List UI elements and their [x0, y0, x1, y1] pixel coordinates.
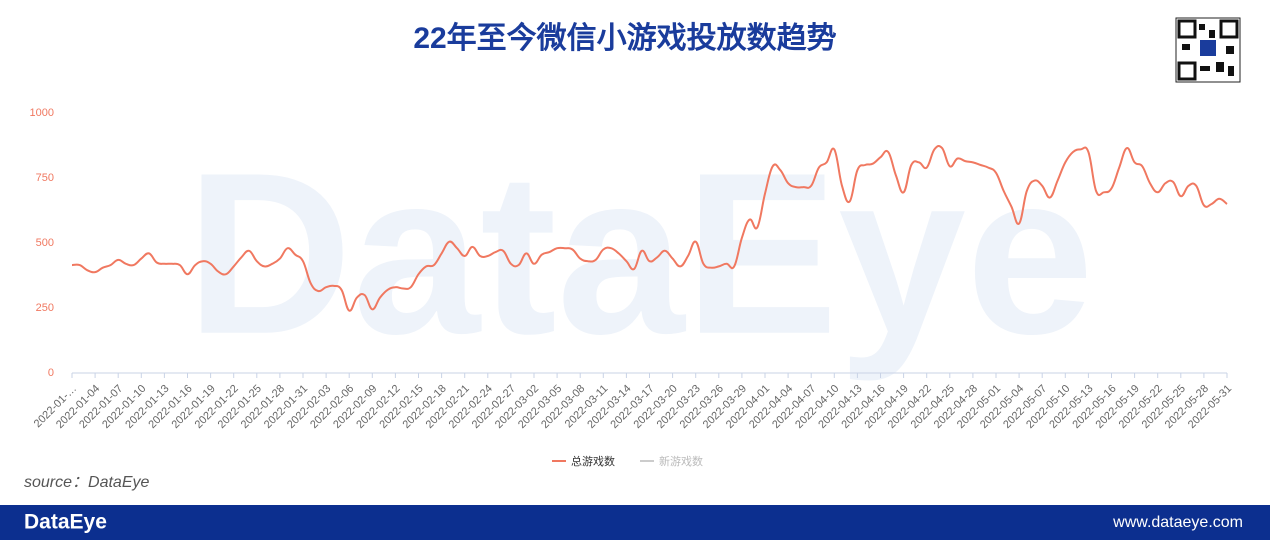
- y-tick-label: 500: [36, 237, 54, 249]
- footer-bar: [0, 505, 1270, 540]
- legend-label: 总游戏数: [571, 454, 615, 468]
- source: source：DataEye: [24, 474, 149, 491]
- footer-url: www.dataeye.com: [1112, 514, 1243, 531]
- y-tick-label: 750: [36, 172, 54, 184]
- legend-label: 新游戏数: [659, 454, 703, 468]
- legend-item[interactable]: 总游戏数: [552, 454, 615, 468]
- y-tick-label: 0: [48, 367, 54, 379]
- y-tick-label: 1000: [30, 107, 54, 119]
- y-tick-label: 250: [36, 302, 54, 314]
- chart-title: 22年至今微信小游戏投放数趋势: [413, 21, 836, 55]
- qr-code: [1175, 17, 1241, 83]
- legend-item[interactable]: 新游戏数: [640, 454, 703, 468]
- footer-brand: DataEye: [24, 511, 107, 534]
- data-line: [71, 144, 1228, 312]
